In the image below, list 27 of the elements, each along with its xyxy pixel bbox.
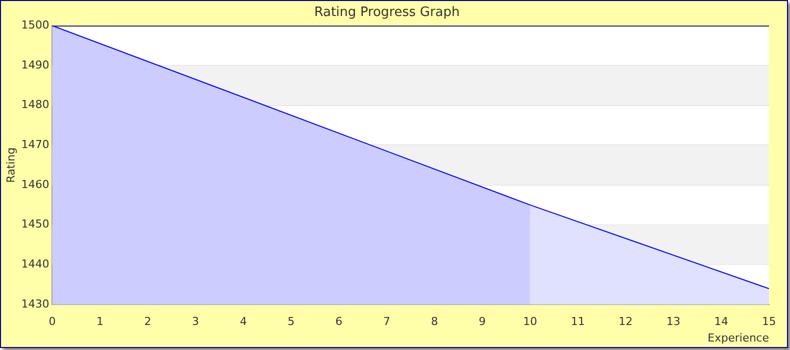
y-tick-label: 1500 bbox=[21, 18, 50, 32]
x-tick-label: 2 bbox=[144, 315, 152, 328]
y-tick-label: 1440 bbox=[21, 258, 50, 271]
x-tick-label: 3 bbox=[192, 315, 200, 328]
x-tick-label: 14 bbox=[714, 315, 728, 328]
y-tick-label: 1450 bbox=[21, 218, 50, 231]
y-tick-label: 1460 bbox=[21, 178, 50, 191]
x-tick-label: 15 bbox=[762, 315, 776, 328]
y-tick-label: 1480 bbox=[21, 98, 50, 112]
x-tick-label: 11 bbox=[570, 315, 585, 328]
x-tick-label: 8 bbox=[430, 315, 438, 328]
chart-title: Rating Progress Graph bbox=[314, 5, 460, 20]
y-axis-title: Rating bbox=[4, 147, 18, 183]
x-tick-label: 6 bbox=[335, 315, 342, 328]
x-tick-label: 0 bbox=[48, 315, 56, 328]
x-tick-label: 13 bbox=[666, 315, 680, 328]
x-tick-label: 7 bbox=[383, 315, 390, 328]
x-tick-label: 1 bbox=[96, 315, 104, 328]
y-tick-label: 1490 bbox=[21, 58, 50, 72]
x-tick-label: 5 bbox=[288, 315, 295, 328]
x-tick-label: 10 bbox=[523, 315, 538, 328]
x-tick-label: 4 bbox=[240, 315, 247, 328]
x-tick-label: 9 bbox=[478, 315, 486, 328]
x-tick-label: 12 bbox=[618, 315, 633, 328]
y-tick-label: 1430 bbox=[21, 297, 50, 310]
y-tick-label: 1470 bbox=[21, 138, 50, 152]
x-axis-title: Experience bbox=[708, 331, 770, 344]
